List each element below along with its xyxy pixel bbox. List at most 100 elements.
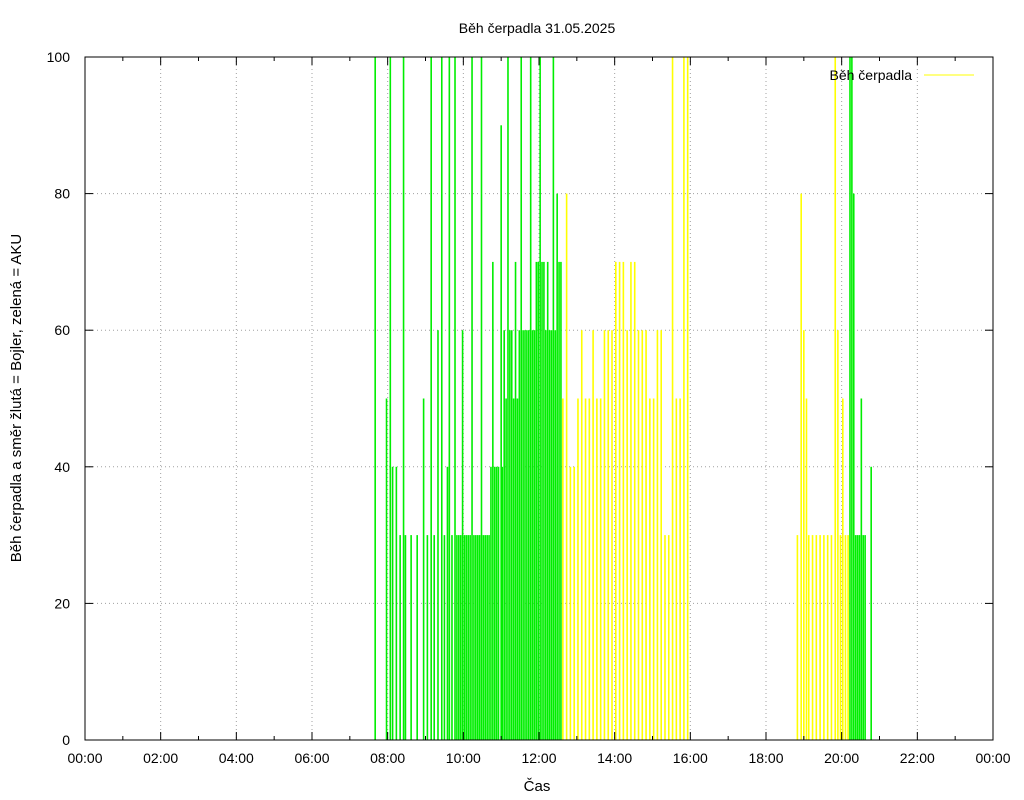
bar-series-2 xyxy=(834,57,837,740)
bar-series-1 xyxy=(492,261,494,740)
bar-series-1 xyxy=(463,535,466,740)
x-tick-label: 00:00 xyxy=(67,750,102,766)
x-tick-label: 20:00 xyxy=(824,750,859,766)
x-tick-label: 14:00 xyxy=(597,750,632,766)
legend-label: Běh čerpadla xyxy=(829,67,912,83)
bar-series-1 xyxy=(451,535,453,740)
bar-series-2 xyxy=(596,398,598,740)
bar-series-1 xyxy=(482,535,485,740)
bar-series-1 xyxy=(404,535,407,740)
x-tick-label: 22:00 xyxy=(900,750,935,766)
bar-series-2 xyxy=(807,535,810,740)
bar-series-2 xyxy=(815,535,818,740)
bar-series-1 xyxy=(459,535,462,740)
bar-series-1 xyxy=(531,330,534,740)
bar-series-1 xyxy=(533,330,536,740)
bar-series-1 xyxy=(488,535,490,740)
bar-series-1 xyxy=(851,57,853,740)
bar-series-2 xyxy=(599,398,602,740)
bar-series-1 xyxy=(505,398,507,740)
bar-series-2 xyxy=(664,535,666,740)
labels-layer: 00:00 02:00 04:00 06:00 08:00 10:00 12:00 14:00… xyxy=(47,49,1011,766)
bar-series-1 xyxy=(484,535,487,740)
bar-series-1 xyxy=(856,535,859,740)
bar-series-1 xyxy=(480,57,483,740)
y-tick-label: 60 xyxy=(54,322,70,338)
y-tick-label: 100 xyxy=(47,49,71,65)
bar-series-1 xyxy=(467,535,470,740)
bar-series-2 xyxy=(649,398,651,740)
grid-layer xyxy=(85,57,993,740)
bar-series-1 xyxy=(539,57,541,740)
bar-series-1 xyxy=(543,261,545,740)
bar-series-1 xyxy=(389,57,392,740)
bar-series-1 xyxy=(541,261,543,740)
bar-series-1 xyxy=(535,261,538,740)
bar-series-1 xyxy=(457,535,460,740)
bar-series-1 xyxy=(437,330,439,740)
bar-series-2 xyxy=(577,398,579,740)
bar-series-2 xyxy=(652,398,655,740)
y-tick-label: 40 xyxy=(54,459,70,475)
bar-series-2 xyxy=(796,535,799,740)
x-axis-label: Čas xyxy=(524,778,551,795)
x-tick-label: 16:00 xyxy=(673,750,708,766)
bar-series-1 xyxy=(456,535,458,740)
bar-series-2 xyxy=(562,398,564,740)
bar-series-2 xyxy=(645,330,647,740)
bar-series-1 xyxy=(518,330,521,740)
bar-series-1 xyxy=(526,330,528,740)
bar-series-2 xyxy=(656,330,659,740)
x-tick-label: 00:00 xyxy=(975,750,1010,766)
bar-series-1 xyxy=(852,193,855,741)
y-axis-label: Běh čerpadla a směr žlutá = Bojler, zele… xyxy=(8,234,25,563)
bar-series-1 xyxy=(469,535,471,740)
bar-series-1 xyxy=(546,261,549,740)
bar-series-2 xyxy=(839,535,842,740)
y-tick-label: 0 xyxy=(62,732,70,748)
bar-series-2 xyxy=(679,398,681,740)
bar-series-1 xyxy=(554,330,557,740)
bar-series-2 xyxy=(842,398,844,740)
bar-series-2 xyxy=(569,466,572,740)
bar-series-1 xyxy=(475,535,477,740)
bars-layer xyxy=(374,57,872,741)
bar-series-1 xyxy=(864,535,866,740)
bar-series-2 xyxy=(584,398,587,740)
bar-series-1 xyxy=(548,330,551,740)
bar-series-1 xyxy=(486,535,488,740)
bar-series-2 xyxy=(660,330,662,740)
bar-series-1 xyxy=(422,398,425,740)
bar-series-2 xyxy=(565,193,568,741)
bar-series-1 xyxy=(862,535,865,740)
bar-series-2 xyxy=(675,398,678,740)
bar-series-1 xyxy=(446,466,449,740)
bar-series-1 xyxy=(507,57,509,740)
bar-series-1 xyxy=(478,535,481,740)
bar-series-2 xyxy=(844,535,847,740)
bar-series-1 xyxy=(395,466,398,740)
bar-series-1 xyxy=(454,57,456,740)
bar-series-1 xyxy=(537,261,540,740)
bar-series-1 xyxy=(558,261,560,740)
bar-series-2 xyxy=(603,330,606,740)
bar-series-1 xyxy=(391,466,394,740)
bar-series-1 xyxy=(465,535,468,740)
bar-series-2 xyxy=(811,535,814,740)
bar-series-2 xyxy=(573,466,575,740)
bar-series-2 xyxy=(826,535,829,740)
y-tick-label: 80 xyxy=(54,186,70,202)
bar-series-2 xyxy=(800,193,802,741)
bar-series-1 xyxy=(440,57,443,740)
bar-series-1 xyxy=(529,57,532,740)
legend: Běh čerpadla xyxy=(829,67,974,83)
bar-series-2 xyxy=(667,535,670,740)
bar-series-1 xyxy=(497,466,500,740)
bar-series-1 xyxy=(854,535,857,740)
bar-series-1 xyxy=(385,398,388,740)
bar-series-2 xyxy=(683,57,685,740)
x-tick-label: 08:00 xyxy=(370,750,405,766)
bar-series-1 xyxy=(433,535,435,740)
bar-series-1 xyxy=(430,57,432,740)
